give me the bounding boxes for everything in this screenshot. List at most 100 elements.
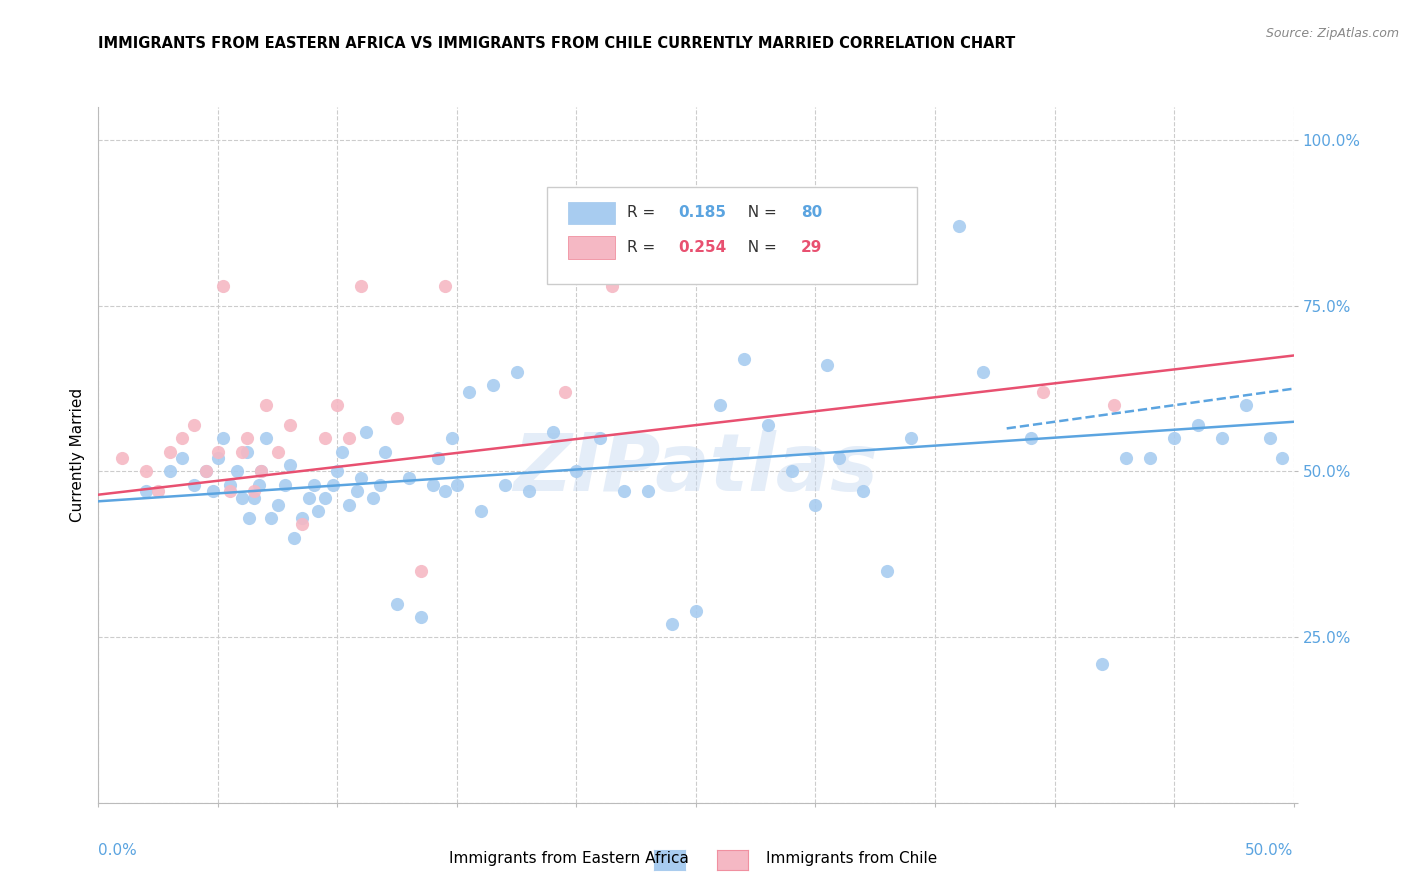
- Point: [374, 444, 396, 458]
- Point: [1102, 398, 1125, 412]
- Text: 80: 80: [801, 205, 823, 220]
- Point: [159, 444, 181, 458]
- Point: [326, 465, 349, 479]
- Point: [315, 491, 337, 505]
- Point: [194, 465, 217, 479]
- Point: [235, 431, 257, 445]
- Point: [172, 431, 194, 445]
- Point: [1211, 431, 1233, 445]
- Point: [148, 484, 170, 499]
- Point: [1271, 451, 1294, 466]
- Point: [354, 425, 377, 439]
- Point: [283, 531, 305, 545]
- Text: R =: R =: [627, 240, 659, 255]
- Point: [231, 444, 253, 458]
- Point: [852, 484, 875, 499]
- Text: 29: 29: [801, 240, 823, 255]
- Point: [1091, 657, 1114, 671]
- Point: [259, 511, 281, 525]
- Point: [315, 431, 337, 445]
- Point: [243, 491, 266, 505]
- Point: [733, 351, 755, 366]
- Point: [661, 616, 683, 631]
- Point: [398, 471, 420, 485]
- Point: [219, 484, 242, 499]
- Point: [900, 431, 922, 445]
- Point: [350, 471, 373, 485]
- Point: [211, 279, 233, 293]
- Point: [226, 465, 249, 479]
- FancyBboxPatch shape: [568, 202, 614, 224]
- Point: [637, 484, 659, 499]
- Point: [254, 431, 277, 445]
- Point: [804, 498, 827, 512]
- Point: [231, 491, 253, 505]
- Point: [207, 444, 229, 458]
- Point: [159, 465, 181, 479]
- Point: [111, 451, 134, 466]
- Point: [506, 365, 529, 379]
- Point: [363, 491, 385, 505]
- Point: [481, 378, 505, 392]
- Point: [709, 398, 731, 412]
- Point: [433, 484, 456, 499]
- Point: [135, 465, 157, 479]
- Point: [565, 465, 588, 479]
- Text: 0.254: 0.254: [678, 240, 727, 255]
- Text: Source: ZipAtlas.com: Source: ZipAtlas.com: [1265, 27, 1399, 40]
- Point: [278, 418, 301, 433]
- Point: [172, 451, 194, 466]
- Point: [411, 564, 433, 578]
- Point: [254, 398, 277, 412]
- Point: [346, 484, 368, 499]
- Point: [298, 491, 321, 505]
- Point: [411, 610, 433, 624]
- Point: [274, 477, 297, 491]
- Point: [446, 477, 468, 491]
- Point: [600, 279, 623, 293]
- Point: [302, 477, 325, 491]
- Point: [350, 279, 373, 293]
- Point: [1163, 431, 1185, 445]
- Point: [183, 477, 205, 491]
- Point: [219, 477, 242, 491]
- Text: IMMIGRANTS FROM EASTERN AFRICA VS IMMIGRANTS FROM CHILE CURRENTLY MARRIED CORREL: IMMIGRANTS FROM EASTERN AFRICA VS IMMIGR…: [98, 36, 1015, 51]
- Text: Immigrants from Eastern Africa: Immigrants from Eastern Africa: [449, 851, 689, 865]
- Point: [183, 418, 205, 433]
- Point: [613, 484, 636, 499]
- Point: [1115, 451, 1137, 466]
- Point: [202, 484, 225, 499]
- Point: [517, 484, 540, 499]
- Text: N =: N =: [738, 205, 782, 220]
- Point: [330, 444, 353, 458]
- Point: [247, 477, 270, 491]
- Text: R =: R =: [627, 205, 659, 220]
- Point: [211, 431, 233, 445]
- Point: [433, 279, 456, 293]
- Point: [250, 465, 273, 479]
- Point: [278, 458, 301, 472]
- Point: [494, 477, 516, 491]
- Text: Immigrants from Chile: Immigrants from Chile: [766, 851, 938, 865]
- Point: [135, 484, 157, 499]
- Point: [972, 365, 994, 379]
- FancyBboxPatch shape: [547, 187, 917, 285]
- Point: [194, 465, 217, 479]
- Point: [243, 484, 266, 499]
- Point: [267, 498, 290, 512]
- Point: [290, 511, 312, 525]
- Point: [1019, 431, 1042, 445]
- Point: [470, 504, 492, 518]
- Point: [322, 477, 344, 491]
- Point: [1187, 418, 1209, 433]
- Text: N =: N =: [738, 240, 782, 255]
- Y-axis label: Currently Married: Currently Married: [69, 388, 84, 522]
- Point: [441, 431, 464, 445]
- Point: [326, 398, 349, 412]
- Point: [458, 384, 481, 399]
- Point: [385, 411, 409, 425]
- Point: [876, 564, 898, 578]
- Point: [426, 451, 449, 466]
- Point: [685, 604, 707, 618]
- Point: [1032, 384, 1054, 399]
